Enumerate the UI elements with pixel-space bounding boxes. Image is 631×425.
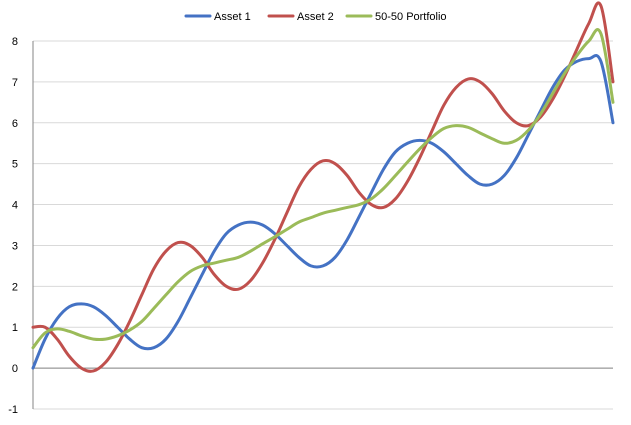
y-tick-label: 3 <box>12 240 18 252</box>
legend-label: 50-50 Portfolio <box>375 11 447 23</box>
series-line-asset-1 <box>31 53 615 370</box>
legend-label: Asset 2 <box>297 11 334 23</box>
y-tick-label: 6 <box>12 118 18 130</box>
y-tick-label: 4 <box>12 200 18 212</box>
y-tick-label: 1 <box>12 322 18 334</box>
axes: -1 0 1 2 3 4 5 6 7 8 <box>8 36 613 416</box>
y-tick-label: 5 <box>12 159 18 171</box>
series-lines <box>31 1 615 373</box>
y-tick-label: 0 <box>12 363 18 375</box>
legend-item: Asset 1 <box>184 11 251 23</box>
legend: Asset 1 Asset 2 50-50 Portfolio <box>184 11 447 23</box>
y-tick-label: -1 <box>8 404 18 416</box>
y-tick-label: 8 <box>12 36 18 48</box>
y-tick-label: 2 <box>12 281 18 293</box>
y-tick-label: 7 <box>12 77 18 89</box>
gridlines <box>33 40 613 410</box>
series-line-asset-2 <box>31 1 615 373</box>
legend-item: Asset 2 <box>267 11 334 23</box>
series-line-50-50-portfolio <box>31 28 615 350</box>
legend-label: Asset 1 <box>214 11 251 23</box>
legend-item: 50-50 Portfolio <box>345 11 447 23</box>
